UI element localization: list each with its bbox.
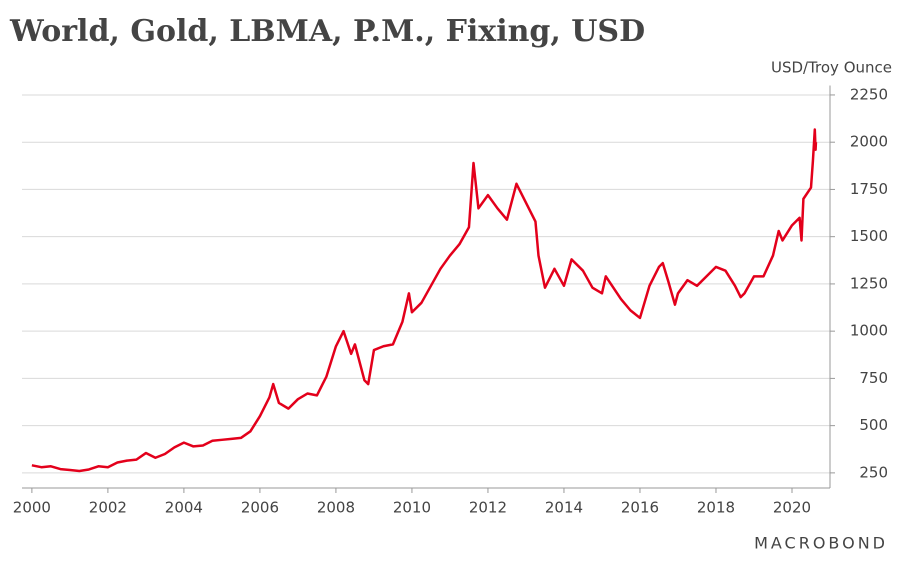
x-tick-label: 2018	[697, 499, 735, 517]
x-tick-label: 2016	[621, 499, 659, 517]
y-tick-label: 2000	[850, 133, 888, 151]
y-tick-label: 750	[859, 369, 888, 387]
y-tick-label: 1000	[850, 322, 888, 340]
y-tick-label: 1750	[850, 180, 888, 198]
y-tick-label: 500	[859, 416, 888, 434]
x-tick-label: 2014	[545, 499, 583, 517]
x-tick-label: 2002	[89, 499, 127, 517]
source-logo: MACROBOND	[754, 534, 888, 553]
chart-title: World, Gold, LBMA, P.M., Fixing, USD	[9, 14, 645, 49]
data-line	[31, 128, 818, 473]
x-tick-label: 2006	[241, 499, 279, 517]
x-tick-label: 2020	[773, 499, 811, 517]
x-tick-label: 2000	[13, 499, 51, 517]
y-tick-label: 1500	[850, 227, 888, 245]
x-tick-label: 2010	[393, 499, 431, 517]
x-tick-label: 2004	[165, 499, 203, 517]
y-tick-label: 250	[859, 463, 888, 481]
y-tick-label: 1250	[850, 274, 888, 292]
x-tick-label: 2012	[469, 499, 507, 517]
y-tick-label: 2250	[850, 85, 888, 103]
x-tick-label: 2008	[317, 499, 355, 517]
y-axis-label: USD/Troy Ounce	[771, 59, 892, 77]
